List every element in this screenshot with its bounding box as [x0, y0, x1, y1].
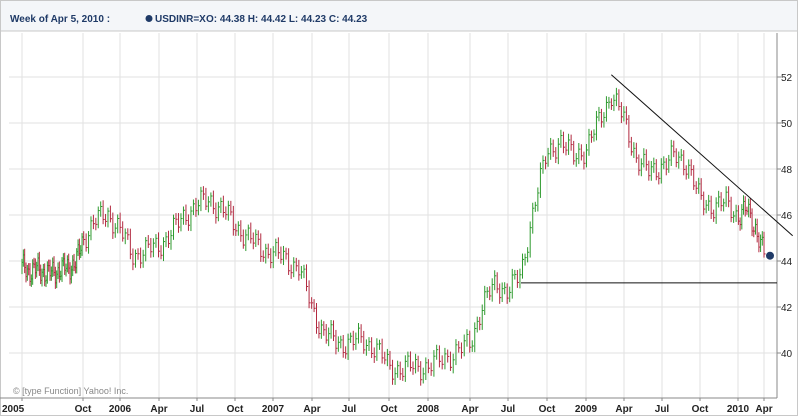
x-tick-label: Oct [75, 404, 92, 415]
x-tick-label: Apr [615, 404, 632, 415]
x-tick-label: Oct [692, 404, 709, 415]
x-tick-label: Apr [150, 404, 167, 415]
x-tick-label: Oct [227, 404, 244, 415]
y-tick-label: 48 [781, 165, 793, 176]
y-tick-label: 50 [781, 119, 793, 130]
y-tick-label: 44 [781, 257, 793, 268]
x-tick-label: Jul [342, 404, 357, 415]
last-price-marker [766, 251, 774, 260]
x-tick-label: 2007 [262, 404, 285, 415]
x-tick-label: 2010 [727, 404, 750, 415]
x-tick-label: Oct [381, 404, 398, 415]
y-tick-label: 40 [781, 349, 793, 360]
x-tick-label: 2008 [417, 404, 440, 415]
x-tick-label: 2006 [109, 404, 132, 415]
header-band [1, 1, 797, 31]
symbol-label: USDINR=X [155, 14, 206, 25]
x-tick-label: Apr [303, 404, 320, 415]
x-tick-label: Jul [190, 404, 205, 415]
x-tick-label: Jul [655, 404, 670, 415]
trendline [611, 74, 793, 237]
ohlc-values: O: 44.38 H: 44.42 L: 44.23 C: 44.23 [206, 14, 368, 25]
y-tick-label: 52 [781, 73, 793, 84]
series-marker-icon [145, 15, 153, 22]
x-tick-label: Jul [501, 404, 516, 415]
x-tick-label: 2005 [2, 404, 25, 415]
x-tick-label: 2009 [575, 404, 598, 415]
y-tick-label: 46 [781, 211, 793, 222]
x-tick-label: Apr [755, 404, 772, 415]
y-tick-label: 42 [781, 303, 793, 314]
copyright-credit: © [type Function] Yahoo! Inc. [13, 386, 128, 396]
week-label: Week of Apr 5, 2010 : [10, 14, 110, 25]
x-tick-label: Oct [539, 404, 556, 415]
x-tick-label: Apr [461, 404, 478, 415]
